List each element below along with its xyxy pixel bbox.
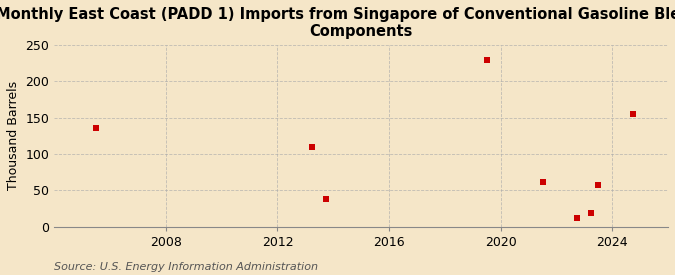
Point bbox=[593, 183, 603, 188]
Text: Source: U.S. Energy Information Administration: Source: U.S. Energy Information Administ… bbox=[54, 262, 318, 272]
Title: Monthly East Coast (PADD 1) Imports from Singapore of Conventional Gasoline Blen: Monthly East Coast (PADD 1) Imports from… bbox=[0, 7, 675, 39]
Point bbox=[586, 211, 597, 215]
Point bbox=[572, 216, 583, 220]
Point bbox=[481, 58, 492, 62]
Y-axis label: Thousand Barrels: Thousand Barrels bbox=[7, 81, 20, 190]
Point bbox=[307, 144, 318, 149]
Point bbox=[537, 179, 548, 184]
Point bbox=[90, 125, 101, 130]
Point bbox=[321, 197, 331, 201]
Point bbox=[628, 112, 639, 116]
